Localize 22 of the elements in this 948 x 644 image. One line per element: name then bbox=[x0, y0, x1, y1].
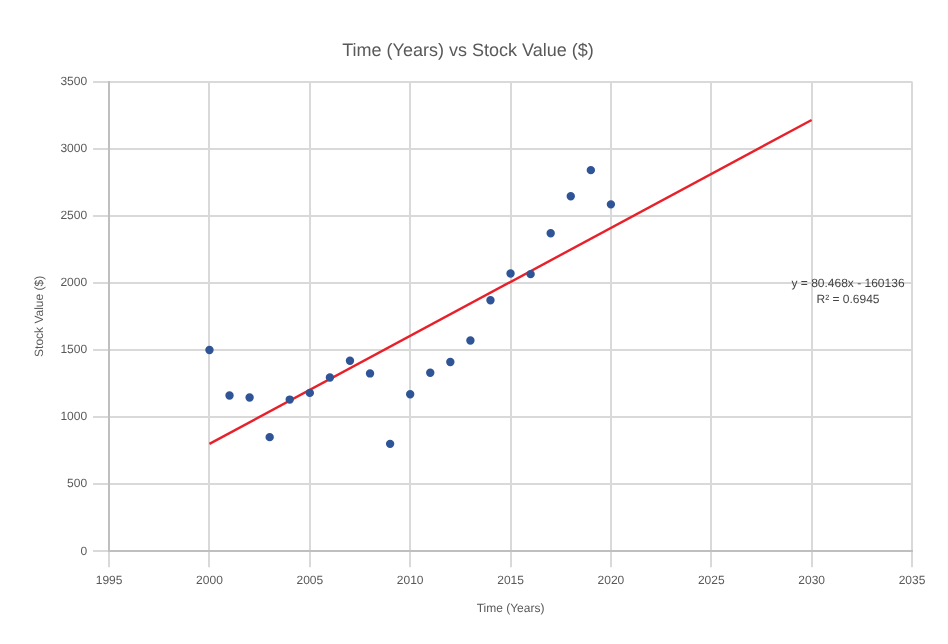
point bbox=[526, 269, 535, 279]
point bbox=[205, 345, 214, 355]
point bbox=[325, 373, 335, 382]
point bbox=[285, 395, 294, 404]
point bbox=[365, 369, 375, 378]
point bbox=[245, 393, 254, 402]
point bbox=[566, 192, 575, 201]
point bbox=[466, 336, 475, 345]
point bbox=[345, 356, 355, 365]
point bbox=[405, 390, 415, 399]
point bbox=[506, 269, 515, 278]
point bbox=[225, 391, 234, 400]
point bbox=[385, 439, 395, 449]
chart-title: Time (Years) vs Stock Value ($) bbox=[342, 39, 594, 60]
point bbox=[265, 432, 274, 442]
point bbox=[426, 368, 435, 377]
point bbox=[546, 229, 555, 238]
point bbox=[586, 165, 596, 175]
point bbox=[486, 296, 495, 305]
point bbox=[305, 388, 315, 398]
point bbox=[606, 200, 616, 209]
point bbox=[446, 357, 455, 367]
